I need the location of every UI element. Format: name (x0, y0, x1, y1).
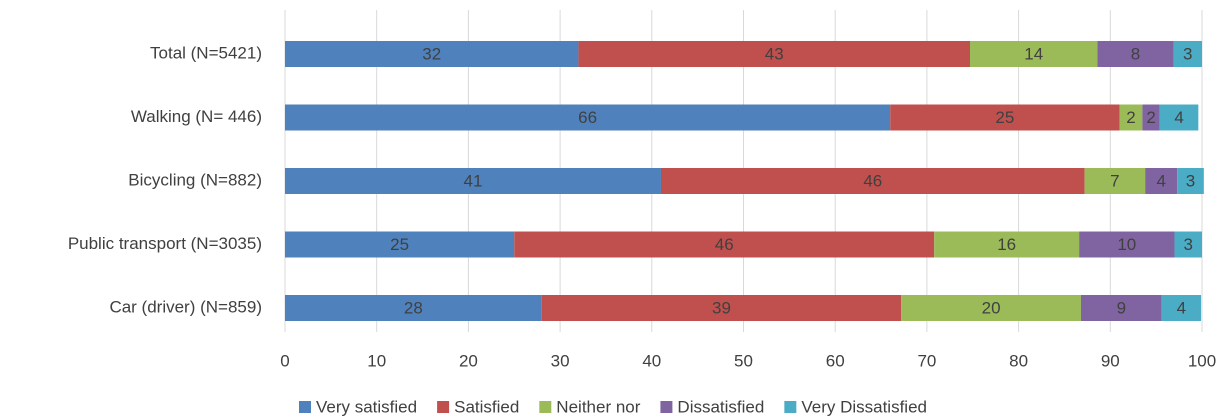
data-label: 4 (1156, 171, 1165, 190)
legend-item: Satisfied (437, 397, 519, 416)
bar-segment (514, 231, 935, 258)
category-labels: Total (N=5421) Walking (N= 446) Bicycling … (68, 43, 262, 316)
data-label: 9 (1117, 298, 1126, 317)
data-label: 43 (765, 44, 784, 63)
x-tick-label: 50 (734, 351, 753, 370)
data-label: 46 (715, 235, 734, 254)
data-label: 7 (1110, 171, 1119, 190)
bar-segment (1145, 168, 1178, 194)
legend-item: Very satisfied (298, 397, 417, 416)
data-label: 66 (578, 108, 597, 127)
data-label: 10 (1117, 235, 1136, 254)
legend-swatch (660, 401, 673, 413)
legend-label: Neither nor (556, 397, 640, 416)
x-axis-tick-labels: 0 10 20 30 40 50 60 70 80 90 100 (280, 351, 1216, 370)
bar-segment (1177, 168, 1204, 194)
data-label: 28 (404, 298, 423, 317)
bar-segment (1173, 41, 1202, 67)
data-label: 46 (863, 171, 882, 190)
bar-segment (660, 168, 1085, 194)
legend-swatch (784, 401, 797, 413)
bar-segment (890, 104, 1120, 131)
legend: Very satisfied Satisfied Neither nor Dissat… (298, 397, 927, 416)
legend-swatch (298, 401, 311, 413)
legend-label: Very Dissatisfied (801, 397, 927, 416)
data-label: 41 (464, 171, 483, 190)
data-label: 25 (390, 235, 409, 254)
category-label: Walking (N= 446) (131, 107, 262, 126)
bar-segment (969, 41, 1098, 67)
legend-item: Very Dissatisfied (784, 397, 927, 416)
legend-label: Dissatisfied (677, 397, 764, 416)
x-tick-label: 80 (1009, 351, 1028, 370)
x-tick-label: 30 (551, 351, 570, 370)
x-tick-label: 40 (642, 351, 661, 370)
x-tick-label: 0 (280, 351, 289, 370)
data-label: 25 (995, 108, 1014, 127)
bar-segment (1097, 41, 1174, 67)
bar-segment (1159, 104, 1199, 131)
x-tick-label: 20 (459, 351, 478, 370)
bar-segment (285, 231, 515, 258)
data-label: 3 (1183, 44, 1192, 63)
category-label: Car (driver) (N=859) (109, 297, 262, 316)
bar-labels: 32 43 14 8 366 25 2 2 441 46 7 4 325 46 16 10 328 39 20 9 4 (390, 44, 1195, 317)
legend-label: Satisfied (454, 397, 519, 416)
bar-segment (285, 295, 542, 321)
bar-segment (1079, 231, 1175, 258)
data-label: 14 (1024, 44, 1043, 63)
legend-swatch (437, 401, 450, 413)
bar-segment (285, 168, 661, 194)
bar-segment (1084, 168, 1146, 194)
bar-segment (1174, 231, 1202, 258)
data-label: 8 (1131, 44, 1140, 63)
data-label: 16 (997, 235, 1016, 254)
x-tick-label: 100 (1188, 351, 1216, 370)
bar-segment (1080, 295, 1162, 321)
bar-segment (934, 231, 1080, 258)
data-label: 32 (422, 44, 441, 63)
data-label: 3 (1184, 235, 1193, 254)
data-label: 3 (1186, 171, 1195, 190)
legend-item: Neither nor (539, 397, 641, 416)
bar-segment (578, 41, 970, 67)
legend-label: Very satisfied (316, 397, 417, 416)
category-label: Public transport (N=3035) (68, 234, 262, 253)
x-tick-label: 10 (367, 351, 386, 370)
bar-segment (1161, 295, 1202, 321)
legend-item: Dissatisfied (660, 397, 764, 416)
bar-segment (285, 41, 579, 67)
data-label: 4 (1177, 298, 1186, 317)
x-tick-label: 70 (917, 351, 936, 370)
bar-segment (541, 295, 902, 321)
legend-swatch (539, 401, 552, 413)
category-label: Total (N=5421) (150, 43, 262, 62)
data-label: 20 (982, 298, 1001, 317)
bar-segment (901, 295, 1081, 321)
bar-segment (1119, 104, 1143, 131)
category-label: Bicycling (N=882) (128, 170, 262, 189)
bar-segment (1142, 104, 1160, 131)
bars (285, 41, 1204, 321)
x-tick-label: 60 (826, 351, 845, 370)
data-label: 4 (1174, 108, 1183, 127)
data-label: 2 (1146, 108, 1155, 127)
data-label: 39 (712, 298, 731, 317)
data-label: 2 (1126, 108, 1135, 127)
bar-segment (285, 104, 891, 131)
x-tick-label: 90 (1101, 351, 1120, 370)
